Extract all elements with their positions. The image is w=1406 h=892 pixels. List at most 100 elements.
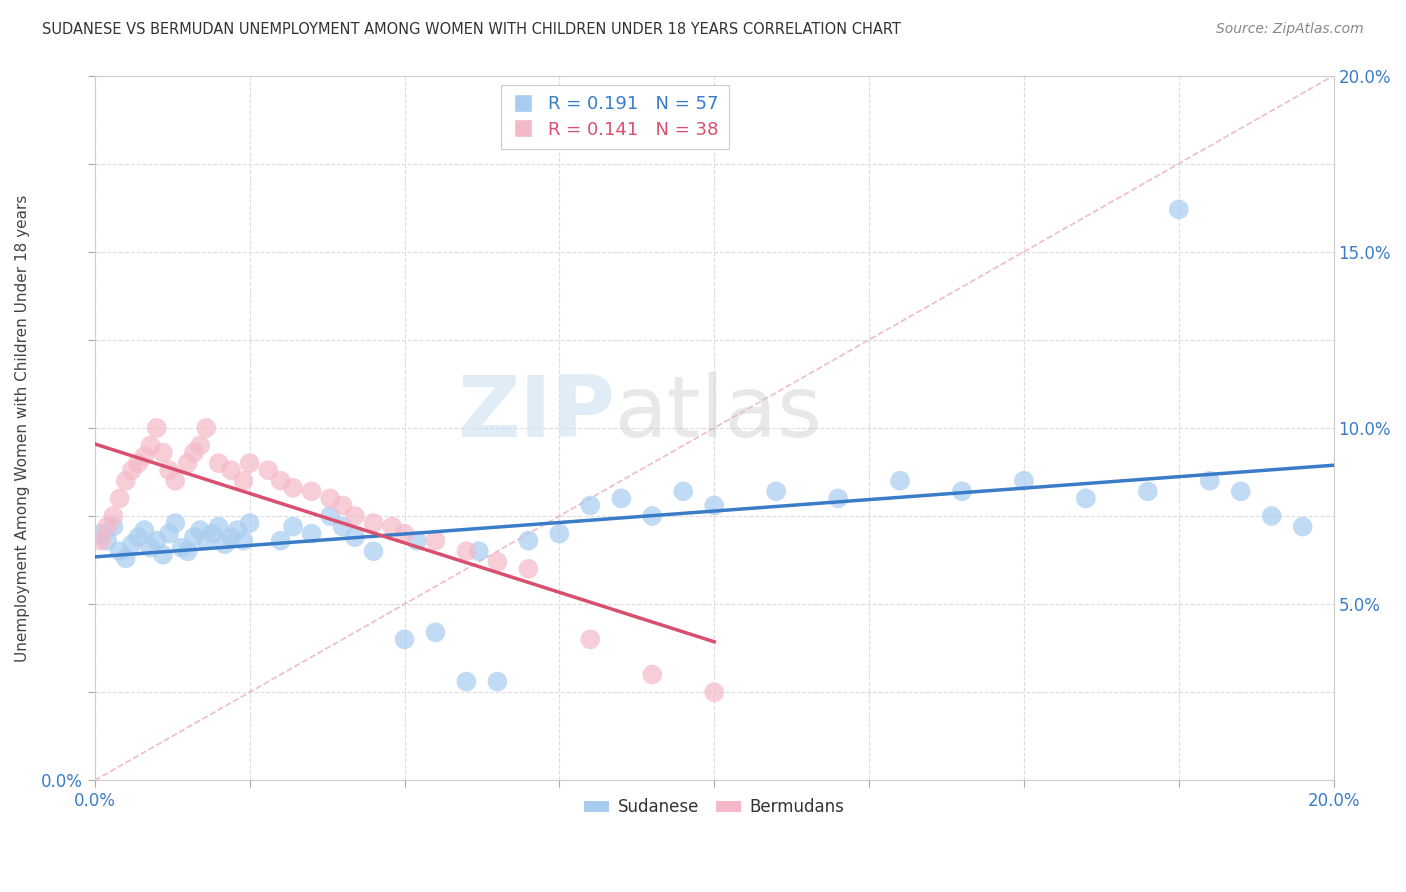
Point [157, 463, 180, 477]
Point [108, 544, 131, 558]
Text: SUDANESE VS BERMUDAN UNEMPLOYMENT AMONG WOMEN WITH CHILDREN UNDER 18 YEARS CORRE: SUDANESE VS BERMUDAN UNEMPLOYMENT AMONG … [42, 22, 901, 37]
Point [1292, 519, 1315, 533]
Point [827, 491, 849, 506]
Point [641, 667, 664, 681]
Point [114, 474, 136, 488]
Point [343, 508, 366, 523]
Point [139, 541, 162, 555]
Point [170, 541, 193, 555]
Point [319, 491, 342, 506]
Point [90, 533, 112, 548]
Point [121, 537, 143, 551]
Point [90, 526, 112, 541]
Point [165, 516, 187, 530]
Point [195, 533, 218, 548]
Point [177, 456, 200, 470]
Point [610, 491, 633, 506]
Point [1074, 491, 1097, 506]
Point [765, 484, 787, 499]
Point [343, 530, 366, 544]
Point [1167, 202, 1189, 217]
Point [232, 533, 254, 548]
Point [108, 491, 131, 506]
Point [195, 421, 218, 435]
Point [672, 484, 695, 499]
Point [219, 530, 242, 544]
Point [183, 530, 205, 544]
Point [121, 463, 143, 477]
Text: Source: ZipAtlas.com: Source: ZipAtlas.com [1216, 22, 1364, 37]
Point [165, 474, 187, 488]
Point [214, 537, 236, 551]
Point [152, 548, 174, 562]
Point [381, 519, 404, 533]
Point [103, 508, 125, 523]
Point [950, 484, 973, 499]
Point [406, 533, 429, 548]
Point [486, 674, 509, 689]
Y-axis label: Unemployment Among Women with Children Under 18 years: Unemployment Among Women with Children U… [15, 194, 30, 662]
Point [517, 562, 540, 576]
Point [281, 519, 304, 533]
Point [208, 456, 231, 470]
Point [456, 544, 478, 558]
Point [332, 519, 354, 533]
Point [157, 526, 180, 541]
Text: ZIP: ZIP [457, 372, 614, 455]
Point [363, 516, 385, 530]
Legend: Sudanese, Bermudans: Sudanese, Bermudans [576, 790, 852, 825]
Point [517, 533, 540, 548]
Point [468, 544, 491, 558]
Point [579, 499, 602, 513]
Point [96, 519, 118, 533]
Point [703, 685, 725, 699]
Point [456, 674, 478, 689]
Point [239, 516, 262, 530]
Point [127, 530, 149, 544]
Point [270, 474, 292, 488]
Point [1260, 508, 1282, 523]
Point [145, 533, 167, 548]
Point [96, 533, 118, 548]
Point [103, 519, 125, 533]
Point [394, 526, 416, 541]
Point [394, 632, 416, 647]
Point [486, 555, 509, 569]
Point [188, 438, 211, 452]
Point [281, 481, 304, 495]
Point [208, 519, 231, 533]
Point [257, 463, 280, 477]
Point [188, 523, 211, 537]
Point [226, 523, 249, 537]
Point [232, 474, 254, 488]
Point [114, 551, 136, 566]
Point [363, 544, 385, 558]
Point [1229, 484, 1251, 499]
Point [332, 499, 354, 513]
Point [127, 456, 149, 470]
Point [579, 632, 602, 647]
Point [152, 445, 174, 459]
Point [425, 625, 447, 640]
Point [1136, 484, 1159, 499]
Point [425, 533, 447, 548]
Point [319, 508, 342, 523]
Point [703, 499, 725, 513]
Point [1198, 474, 1220, 488]
Point [134, 449, 156, 463]
Point [301, 526, 323, 541]
Point [201, 526, 224, 541]
Text: atlas: atlas [614, 372, 823, 455]
Point [183, 445, 205, 459]
Point [239, 456, 262, 470]
Point [270, 533, 292, 548]
Point [139, 438, 162, 452]
Point [889, 474, 911, 488]
Point [177, 544, 200, 558]
Point [145, 421, 167, 435]
Point [641, 508, 664, 523]
Point [134, 523, 156, 537]
Point [1012, 474, 1035, 488]
Point [548, 526, 571, 541]
Point [301, 484, 323, 499]
